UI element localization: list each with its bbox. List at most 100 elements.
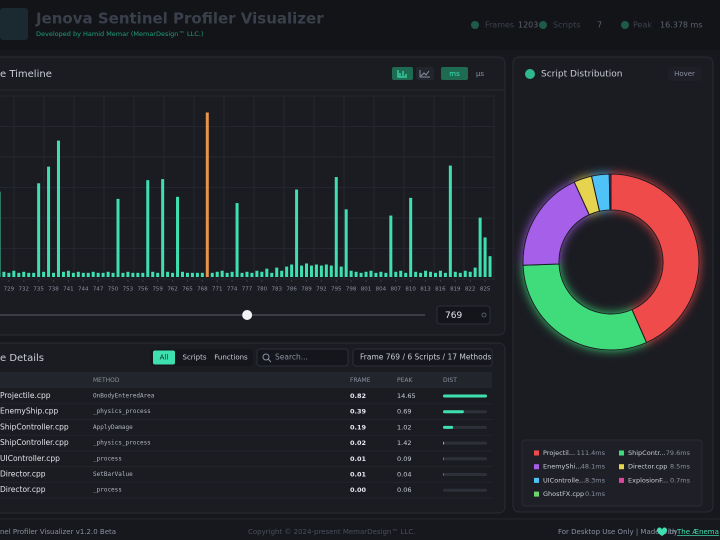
- bar: [230, 271, 234, 277]
- panel-title: e Details: [0, 353, 44, 364]
- bar: [240, 272, 244, 277]
- dist-track: [443, 488, 487, 492]
- bar: [106, 271, 110, 277]
- bar: [255, 270, 259, 277]
- peak-time: 1.02: [397, 423, 411, 431]
- legend-value: 8.5ms: [670, 463, 691, 471]
- bar: [488, 256, 492, 277]
- x-tick-label: 747: [93, 287, 104, 293]
- footer-author[interactable]: The Ænema: [676, 528, 719, 536]
- frame-time: 0.19: [350, 423, 367, 431]
- x-tick-label: 783: [271, 287, 282, 293]
- footer-copyright: Copyright © 2024-present MemarDesign™ LL…: [248, 528, 415, 536]
- script-name: EnemyShip.cpp: [0, 407, 58, 416]
- column-header: METHOD: [93, 377, 120, 384]
- x-tick-label: 825: [480, 287, 491, 293]
- input-icon: [481, 312, 487, 318]
- x-tick-label: 798: [346, 287, 357, 293]
- legend-value: 8.3ms: [585, 476, 606, 484]
- search-icon: [262, 353, 270, 361]
- bar: [141, 272, 145, 277]
- dist-track: [443, 473, 487, 476]
- frame-time: 0.01: [350, 455, 367, 463]
- bar: [409, 197, 413, 277]
- x-tick-label: 768: [197, 287, 208, 293]
- bar: [463, 270, 467, 277]
- bar: [389, 215, 393, 277]
- stat-value: 7: [597, 21, 602, 30]
- bar: [56, 140, 60, 277]
- unit-label[interactable]: μs: [476, 70, 484, 78]
- x-tick-label: 774: [227, 287, 238, 293]
- donut: [522, 173, 700, 351]
- bar: [146, 180, 150, 277]
- bar: [52, 272, 56, 277]
- panel-title: Script Distribution: [541, 70, 622, 80]
- header-bar: [0, 0, 720, 50]
- legend-value: 0.1ms: [585, 490, 606, 498]
- frame-time: 0.39: [350, 408, 367, 416]
- bar: [27, 272, 31, 277]
- stat-dot: [539, 21, 547, 29]
- method-name: SetBarValue: [93, 471, 133, 478]
- script-name: UIController.cpp: [0, 454, 60, 463]
- app-title: Jenova Sentinel Profiler Visualizer: [35, 10, 324, 28]
- bar-icon: [397, 70, 407, 78]
- x-tick-label: 777: [242, 287, 253, 293]
- bar: [300, 265, 304, 277]
- slider-thumb[interactable]: [242, 310, 253, 320]
- content: Jenova Sentinel Profiler Visualizer Devel…: [0, 10, 719, 536]
- mode-label: Hover: [674, 70, 695, 78]
- footer-version: nel Profiler Visualizer v1.2.0 Beta: [0, 528, 116, 536]
- x-tick-label: 771: [212, 287, 223, 293]
- bar: [47, 166, 51, 277]
- x-tick-label: 822: [465, 287, 476, 293]
- peak-time: 0.06: [397, 486, 411, 494]
- bar: [195, 272, 199, 277]
- bar: [220, 270, 224, 277]
- bar: [443, 272, 447, 277]
- script-name: ShipController.cpp: [0, 438, 69, 447]
- bar: [374, 272, 378, 277]
- x-tick-label: 804: [376, 287, 387, 293]
- x-tick-label: 780: [257, 287, 268, 293]
- x-tick-label: 732: [19, 287, 30, 293]
- method-name: _physics_process: [93, 440, 151, 447]
- filter-button[interactable]: [153, 350, 175, 365]
- method-name: ApplyDamage: [93, 424, 133, 431]
- stat-value: 16.378 ms: [660, 21, 703, 30]
- x-tick-label: 762: [167, 287, 178, 293]
- bar: [2, 271, 6, 277]
- bar: [250, 272, 254, 277]
- search-box[interactable]: [256, 348, 349, 367]
- bar: [101, 272, 105, 277]
- filter-label: All: [160, 354, 169, 362]
- bar: [270, 272, 274, 277]
- bar: [354, 271, 358, 277]
- bar: [394, 271, 398, 277]
- mode-button[interactable]: [668, 67, 701, 81]
- status-text: Frame 769 / 6 Scripts / 17 Methods: [360, 353, 492, 362]
- ms-button[interactable]: [441, 67, 468, 80]
- bar: [176, 196, 180, 277]
- stat-dot: [471, 21, 479, 29]
- distribution-icon: [525, 69, 535, 79]
- dist-bar: [443, 410, 464, 414]
- bar: [453, 271, 457, 277]
- bar: [285, 266, 289, 277]
- bar: [86, 272, 90, 277]
- donut-segment: [610, 173, 700, 344]
- bar: [419, 272, 423, 277]
- bar: [399, 270, 403, 277]
- bar: [180, 271, 184, 277]
- legend-box: [521, 439, 703, 507]
- legend-swatch: [534, 464, 539, 470]
- frame-input[interactable]: [436, 305, 491, 325]
- x-tick-label: 753: [123, 287, 134, 293]
- bar: [280, 270, 284, 277]
- x-tick-label: 756: [138, 287, 149, 293]
- bar: [414, 271, 418, 277]
- x-tick-label: 786: [286, 287, 297, 293]
- bar: [76, 271, 80, 277]
- x-tick-label: 795: [331, 287, 342, 293]
